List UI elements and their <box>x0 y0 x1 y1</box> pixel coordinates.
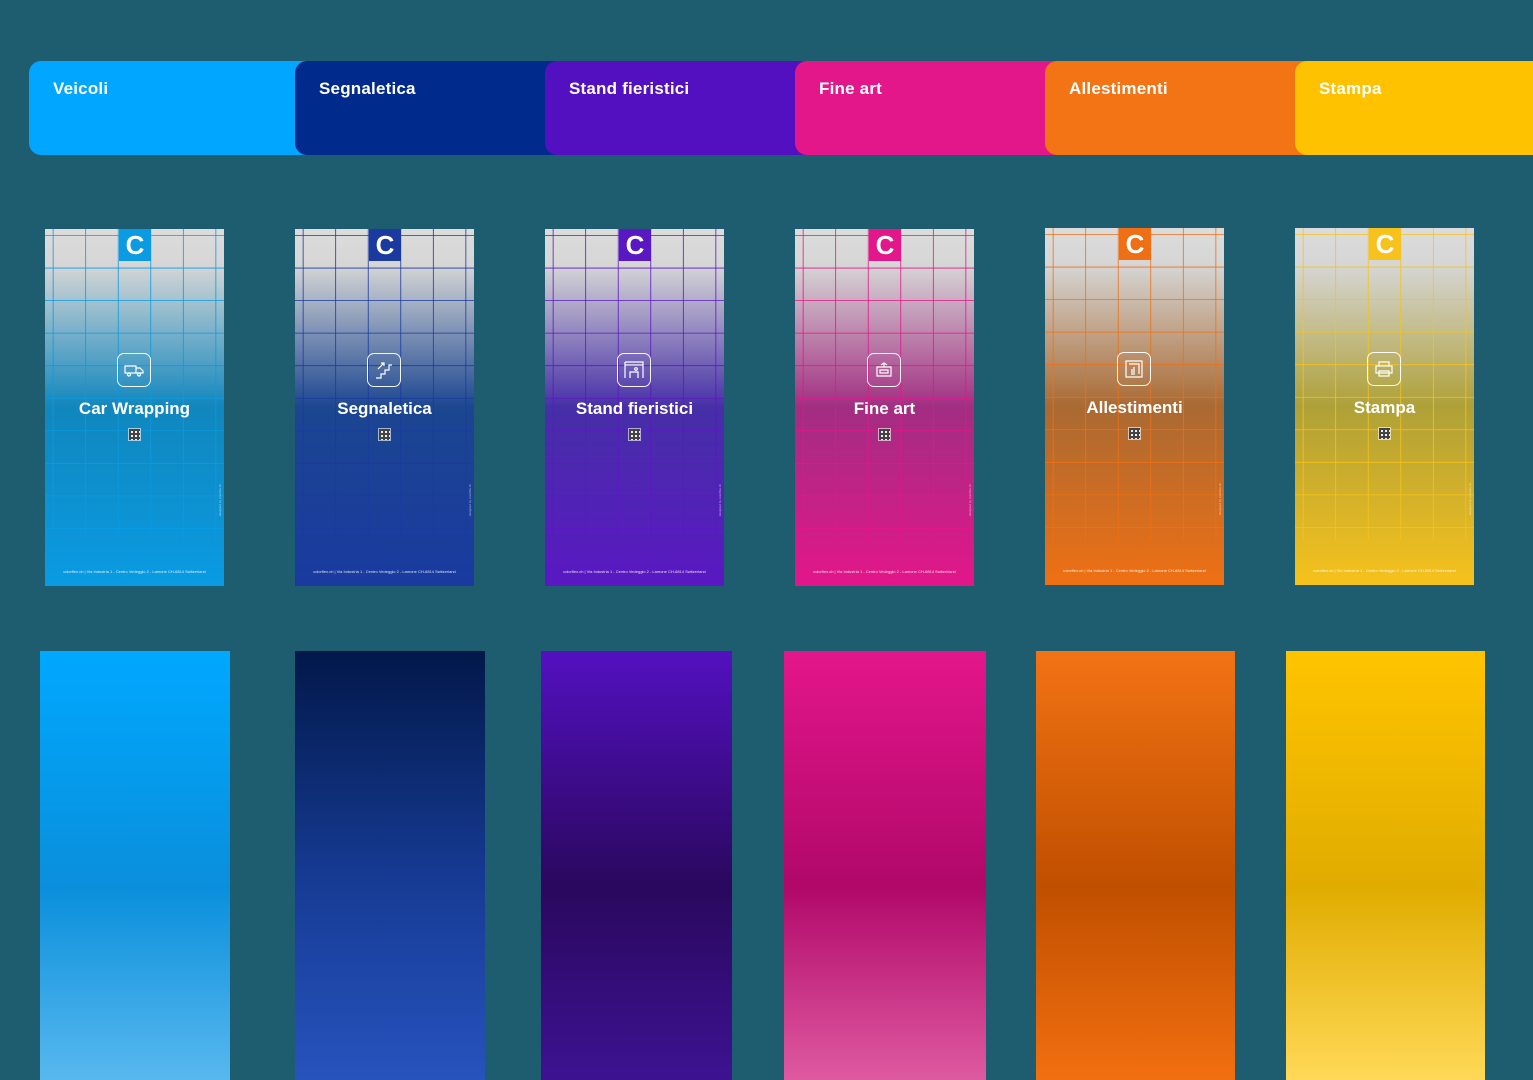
flyer-footer: colorflex.ch | Via Industria 1 - Centro … <box>63 569 206 574</box>
flyer-footer: colorflex.ch | Via Industria 1 - Centro … <box>563 569 706 574</box>
brand-logo: C <box>369 229 401 261</box>
flyer-title: Segnaletica <box>337 399 432 418</box>
flyer-fine-art[interactable]: C Fine art designed by colorflex.ch colo… <box>795 229 974 586</box>
flyer-stampa[interactable]: C Stampa designed by colorflex.ch colorf… <box>1295 228 1474 585</box>
flyer-title: Allestimenti <box>1086 398 1183 417</box>
flyer-stand-fieristici[interactable]: C Stand fieristici designed by colorflex… <box>545 229 724 586</box>
qr-code-icon <box>128 428 141 441</box>
display-icon <box>1117 352 1151 386</box>
flyer-car-wrapping[interactable]: C Car Wrapping designed by colorflex.ch … <box>45 229 224 586</box>
qr-code-icon <box>1128 427 1141 440</box>
flyer-title: Stampa <box>1353 398 1416 417</box>
qr-code-icon <box>628 428 641 441</box>
grid-pattern <box>1295 228 1474 540</box>
brand-logo: C <box>1119 228 1151 260</box>
gradient-swatch-veicoli <box>40 651 230 1080</box>
flyer-footer: colorflex.ch | Via Industria 1 - Centro … <box>313 569 456 574</box>
grid-pattern <box>45 229 224 541</box>
grid-pattern <box>545 229 724 541</box>
stairs-sign-icon <box>367 353 401 387</box>
gradient-swatch-allestimenti <box>1036 651 1235 1080</box>
booth-icon <box>617 353 651 387</box>
brand-logo: C <box>869 229 901 261</box>
tab-stampa[interactable]: Stampa <box>1295 61 1533 155</box>
van-icon <box>117 353 151 387</box>
brand-logo: C <box>119 229 151 261</box>
flyer-allestimenti[interactable]: C Allestimenti designed by colorflex.ch … <box>1045 228 1224 585</box>
printer-icon <box>1367 352 1401 386</box>
flyer-title: Fine art <box>853 399 916 418</box>
category-tabs: Veicoli Segnaletica Stand fieristici Fin… <box>0 0 1533 200</box>
flyer-title: Car Wrapping <box>78 399 191 418</box>
side-credit: designed by colorflex.ch <box>468 484 472 517</box>
flyer-segnaletica[interactable]: C Segnaletica designed by colorflex.ch c… <box>295 229 474 586</box>
tab-veicoli[interactable]: Veicoli <box>29 61 329 155</box>
flyer-footer: colorflex.ch | Via Industria 1 - Centro … <box>1063 568 1206 573</box>
qr-code-icon <box>378 428 391 441</box>
gradient-swatch-segnaletica <box>295 651 485 1080</box>
side-credit: designed by colorflex.ch <box>718 484 722 517</box>
flyer-footer: colorflex.ch | Via Industria 1 - Centro … <box>1313 568 1456 573</box>
flyer-footer: colorflex.ch | Via Industria 1 - Centro … <box>813 569 956 574</box>
qr-code-icon <box>878 428 891 441</box>
gradient-swatch-stand-fieristici <box>541 651 732 1080</box>
grid-pattern <box>295 229 474 541</box>
flyer-title: Stand fieristici <box>575 399 694 418</box>
gradient-swatch-stampa <box>1286 651 1485 1080</box>
grid-pattern <box>1045 228 1224 540</box>
frame-icon <box>867 353 901 387</box>
side-credit: designed by colorflex.ch <box>218 484 222 517</box>
brand-logo: C <box>1369 228 1401 260</box>
gradient-swatch-fine-art <box>784 651 986 1080</box>
side-credit: designed by colorflex.ch <box>1468 483 1472 516</box>
side-credit: designed by colorflex.ch <box>968 484 972 517</box>
brand-logo: C <box>619 229 651 261</box>
side-credit: designed by colorflex.ch <box>1218 483 1222 516</box>
qr-code-icon <box>1378 427 1391 440</box>
